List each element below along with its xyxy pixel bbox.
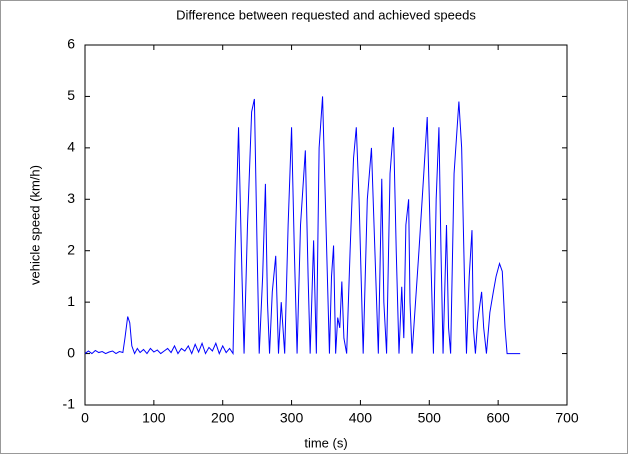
x-tick-label: 100 [142,410,166,426]
y-tick-label: 3 [67,190,75,206]
x-tick-label: 500 [418,410,442,426]
y-tick-label: 4 [67,139,75,155]
x-tick-label: 400 [349,410,373,426]
y-tick-label: 0 [67,344,75,360]
x-tick-label: 700 [555,410,579,426]
y-axis-label: vehicle speed (km/h) [27,165,42,285]
y-tick-label: 2 [67,241,75,257]
x-tick-label: 300 [280,410,304,426]
y-tick-label: -1 [63,396,76,412]
y-tick-label: 6 [67,36,75,52]
x-tick-label: 600 [486,410,510,426]
x-tick-label: 200 [211,410,235,426]
data-line [84,96,521,356]
y-tick-label: 1 [67,293,75,309]
y-tick-label: 5 [67,87,75,103]
chart-title: Difference between requested and achieve… [176,7,476,22]
x-axis-label: time (s) [304,435,347,450]
x-tick-label: 0 [81,410,89,426]
